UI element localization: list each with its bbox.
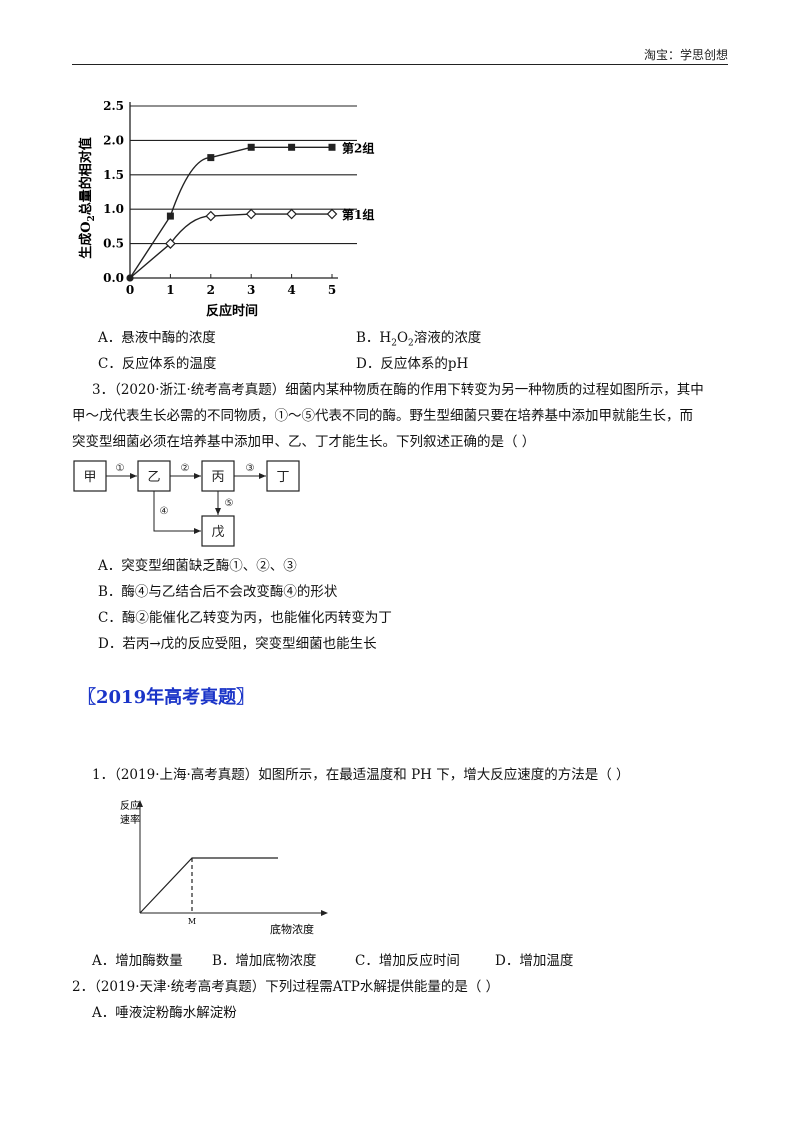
q2-2019-stem: 2．（2019·天津·统考高考真题）下列过程需ATP水解提供能量的是（ ）: [72, 979, 500, 995]
q2-2019-option-a[interactable]: A．唾液淀粉酶水解淀粉: [92, 1005, 237, 1021]
graph-ylabel-1: 反应: [120, 799, 140, 812]
x-tick-label: 0: [126, 283, 134, 297]
q2-option-b[interactable]: B．H2O2溶液的浓度: [356, 328, 481, 354]
ylabel-part-2: 总量的相对值: [78, 137, 94, 215]
data-point-square: [207, 154, 215, 162]
series-label-2: 第1组: [342, 207, 374, 222]
x-tick-label: 1: [166, 283, 174, 297]
chart1-ylabel: 生成O2总量的相对值: [78, 137, 97, 259]
series-line-1: [129, 146, 332, 279]
x-tick-label: 2: [207, 283, 215, 297]
q1-2019-option-b[interactable]: B．增加底物浓度: [212, 953, 317, 969]
formula-h: H: [379, 330, 392, 346]
node-yi-label: 乙: [147, 470, 160, 485]
node-ding-label: 丁: [276, 470, 289, 485]
q1-2019-option-a[interactable]: A．增加酶数量: [92, 953, 183, 969]
option-text: 悬液中酶的浓度: [121, 330, 216, 346]
header-rule: [72, 64, 728, 65]
q1-2019-option-d[interactable]: D．增加温度: [495, 953, 574, 969]
enzyme-1: ①: [116, 463, 125, 474]
rate-curve: [139, 857, 278, 914]
q3-stem-line-1: 3．（2020·浙江·统考高考真题）细菌内某种物质在酶的作用下转变为另一种物质的…: [92, 382, 704, 398]
q3-option-a[interactable]: A．突变型细菌缺乏酶①、②、③: [98, 558, 297, 574]
series-line-2: [129, 213, 332, 279]
data-point-diamond: [326, 208, 338, 220]
node-jia-label: 甲: [83, 470, 96, 485]
option-text: 反应体系的温度: [121, 356, 217, 372]
q3-option-d[interactable]: D．若丙→戊的反应受阻，突变型细菌也能生长: [98, 636, 377, 652]
y-tick-label: 1.5: [103, 168, 124, 182]
data-point-diamond: [205, 210, 217, 222]
q3-option-c[interactable]: C．酶②能催化乙转变为丙，也能催化丙转变为丁: [98, 610, 392, 626]
data-point-square: [328, 143, 336, 151]
data-point-square: [247, 143, 255, 151]
arrow-yi-wu: [153, 491, 201, 534]
chart1-xlabel: 反应时间: [206, 303, 258, 319]
option-letter: B．: [356, 330, 380, 346]
option-text: 溶液的浓度: [413, 330, 482, 346]
formula-o: O: [396, 330, 409, 346]
x-tick-label: 5: [328, 283, 336, 297]
graph-ylabel-2: 速率: [120, 813, 140, 826]
ylabel-part-1: 生成O: [78, 221, 94, 258]
q1-2019-option-c[interactable]: C．增加反应时间: [355, 953, 460, 969]
q2-option-c[interactable]: C．反应体系的温度: [98, 354, 216, 374]
enzyme-2: ②: [181, 463, 190, 474]
ylabel-subscript: 2: [87, 215, 97, 221]
enzyme-3: ③: [246, 463, 255, 474]
data-point-diamond: [286, 208, 297, 220]
option-letter: C．: [98, 356, 122, 372]
q3-stem-line-2: 甲～戊代表生长必需的不同物质，①～⑤代表不同的酶。野生型细菌只要在培养基中添加甲…: [72, 408, 693, 424]
q2-option-d[interactable]: D．反应体系的pH: [356, 354, 468, 374]
y-tick-label: 0.0: [103, 271, 124, 285]
q3-option-b[interactable]: B．酶④与乙结合后不会改变酶④的形状: [98, 584, 338, 600]
rate-substrate-graph: 反应 速率 M 底物浓度: [120, 799, 328, 936]
data-point-diamond: [165, 238, 176, 249]
enzyme-4: ④: [160, 506, 169, 517]
data-point-diamond: [245, 208, 257, 220]
x-tick-label: 3: [247, 283, 255, 297]
data-point-square: [288, 143, 296, 151]
y-tick-label: 2.0: [103, 133, 124, 147]
node-wu-label: 戊: [211, 525, 224, 540]
y-tick-label: 1.0: [103, 202, 124, 216]
header-text: 淘宝：学思创想: [643, 48, 728, 62]
origin-point: [126, 274, 134, 282]
data-point-square: [166, 212, 174, 220]
pathway-diagram: 甲 乙 丙 丁 戊 ① ② ③ ④ ⑤: [73, 460, 300, 547]
section-title: 〖2019年高考真题〗: [78, 687, 255, 708]
q1-2019-stem: 1．（2019·上海·高考真题）如图所示，在最适温度和 PH 下，增大反应速度的…: [92, 767, 630, 783]
y-tick-label: 0.5: [103, 237, 124, 251]
series-label-1: 第2组: [342, 140, 374, 155]
option-letter: A．: [98, 330, 122, 346]
option-letter: D．: [356, 356, 381, 372]
enzyme-5: ⑤: [225, 498, 234, 509]
x-tick-label: 4: [287, 283, 295, 297]
node-wu: [201, 515, 235, 547]
graph-tick-m: M: [188, 917, 196, 926]
option-text: 反应体系的pH: [380, 356, 469, 372]
formula-sub-2: 2: [408, 338, 414, 349]
y-tick-label: 2.5: [103, 99, 124, 113]
graph-xlabel: 底物浓度: [270, 922, 314, 936]
node-bing-label: 丙: [211, 470, 224, 485]
q3-stem-line-3: 突变型细菌必须在培养基中添加甲、乙、丁才能生长。下列叙述正确的是（ ）: [72, 434, 536, 450]
q2-option-a[interactable]: A．悬液中酶的浓度: [98, 328, 216, 348]
formula-sub-1: 2: [391, 338, 397, 349]
node-ding: [266, 460, 300, 492]
